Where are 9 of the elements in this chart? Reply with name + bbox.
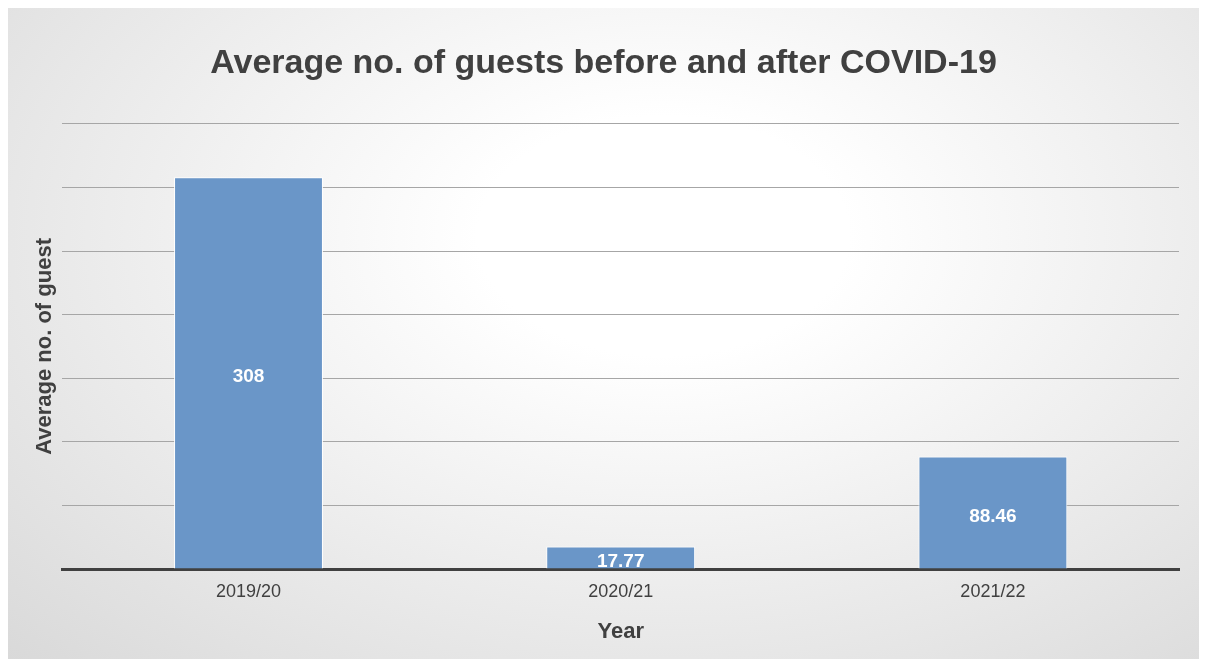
- x-axis-title: Year: [597, 617, 645, 643]
- chart-title: Average no. of guests before and after COVID-19: [210, 41, 997, 80]
- data-label: 17.77: [596, 549, 645, 571]
- x-tick-label: 2019/20: [215, 580, 282, 601]
- data-label: 88.46: [969, 504, 1017, 526]
- y-axis-title: Average no. of guest: [31, 237, 57, 455]
- x-tick-label: 2020/21: [588, 580, 654, 601]
- data-label: 308: [232, 365, 265, 387]
- x-tick-label: 2021/22: [960, 580, 1026, 601]
